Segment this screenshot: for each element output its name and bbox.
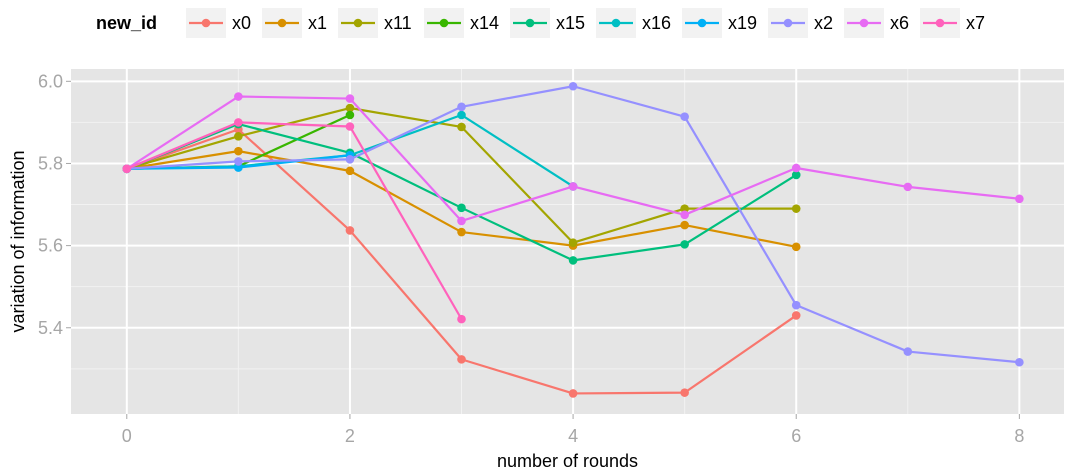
data-point xyxy=(345,166,355,176)
legend-item-x1: x1 xyxy=(262,8,327,38)
legend-label: x19 xyxy=(728,13,757,33)
data-point xyxy=(457,203,466,213)
data-point xyxy=(791,204,801,213)
plot-panel xyxy=(71,69,1064,414)
x-axis-title: number of rounds xyxy=(497,451,638,471)
data-point xyxy=(903,182,913,192)
data-point xyxy=(568,238,578,248)
legend-key-point xyxy=(525,18,535,28)
data-point xyxy=(568,81,578,91)
data-point xyxy=(234,118,243,127)
legend-item-x14: x14 xyxy=(424,8,499,38)
legend-key-point xyxy=(353,18,363,28)
data-point xyxy=(234,157,243,166)
data-point xyxy=(680,210,689,220)
legend-key-point xyxy=(277,18,287,28)
legend-label: x6 xyxy=(890,13,909,33)
legend-label: x14 xyxy=(470,13,499,33)
data-point xyxy=(345,226,355,235)
data-point xyxy=(457,355,466,364)
x-tick-label: 0 xyxy=(122,426,132,446)
data-point xyxy=(903,347,913,356)
legend-key-point xyxy=(439,18,449,28)
series-layer xyxy=(122,81,1024,398)
legend-label: x15 xyxy=(556,13,585,33)
data-point xyxy=(791,311,801,320)
data-point xyxy=(568,256,578,265)
y-tick-label: 5.8 xyxy=(38,153,63,173)
data-point xyxy=(457,227,466,237)
data-point xyxy=(122,164,132,174)
legend-item-x11: x11 xyxy=(338,8,412,38)
legend-label: x1 xyxy=(308,13,327,33)
data-point xyxy=(345,94,355,103)
legend-item-x7: x7 xyxy=(920,8,985,38)
x-tick-label: 2 xyxy=(345,426,355,446)
data-point xyxy=(234,163,243,172)
legend-label: x2 xyxy=(814,13,833,33)
data-point xyxy=(345,103,355,113)
legend-label: x11 xyxy=(384,13,412,33)
legend-title: new_id xyxy=(96,13,157,33)
data-point xyxy=(345,110,355,120)
x-tick-label: 4 xyxy=(568,426,578,446)
series-line xyxy=(126,121,463,320)
x-axis: 0 2 4 6 8 xyxy=(122,414,1024,446)
data-point xyxy=(791,300,801,310)
data-point xyxy=(680,240,689,249)
data-point xyxy=(345,155,355,164)
legend-label: x16 xyxy=(642,13,671,33)
data-point xyxy=(457,110,466,120)
legend-key-point xyxy=(859,18,869,28)
legend-key-point xyxy=(611,18,621,28)
data-point xyxy=(680,220,689,230)
data-point xyxy=(680,204,689,213)
data-point xyxy=(457,122,466,132)
data-point xyxy=(568,182,578,191)
legend-item-x19: x19 xyxy=(682,8,757,38)
data-point xyxy=(234,92,243,101)
x-tick-label: 8 xyxy=(1014,426,1024,446)
data-point xyxy=(457,102,466,112)
legend-key-point xyxy=(783,18,793,28)
data-point xyxy=(680,388,689,397)
series-x2 xyxy=(122,81,1024,367)
y-tick-label: 5.4 xyxy=(38,318,63,338)
legend-item-x2: x2 xyxy=(768,8,833,38)
legend-item-x6: x6 xyxy=(844,8,909,38)
y-tick-label: 6.0 xyxy=(38,71,63,91)
x-tick-label: 6 xyxy=(791,426,801,446)
data-point xyxy=(1015,194,1024,204)
data-point xyxy=(791,163,801,173)
legend: new_id x0 x1 x11 x14 x15 x16 x19 x2 x6 x7 xyxy=(96,8,985,38)
legend-label: x7 xyxy=(966,13,985,33)
data-point xyxy=(457,314,466,324)
data-point xyxy=(234,132,243,141)
data-point xyxy=(345,122,355,131)
y-axis: 5.4 5.6 5.8 6.0 xyxy=(38,71,71,338)
legend-key-point xyxy=(201,18,211,28)
y-axis-title: variation of information xyxy=(8,150,28,332)
legend-label: x0 xyxy=(232,13,251,33)
series-x7 xyxy=(122,118,466,324)
data-point xyxy=(680,112,689,121)
data-point xyxy=(457,216,466,226)
legend-key-point xyxy=(697,18,707,28)
data-point xyxy=(568,389,578,398)
data-point xyxy=(791,170,801,180)
data-point xyxy=(1015,357,1024,367)
y-tick-label: 5.6 xyxy=(38,236,63,256)
legend-key-point xyxy=(935,18,945,28)
legend-item-x0: x0 xyxy=(186,8,251,38)
data-point xyxy=(234,146,243,156)
legend-item-x15: x15 xyxy=(510,8,585,38)
legend-item-x16: x16 xyxy=(596,8,671,38)
data-point xyxy=(791,242,801,252)
